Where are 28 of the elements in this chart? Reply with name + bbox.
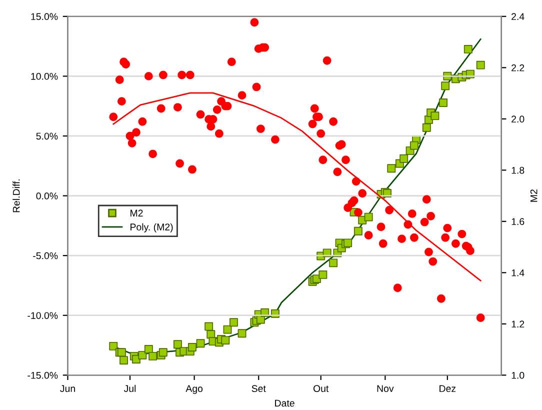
y2-tick-label: 1.0 [512,372,524,379]
y2-tick-label: 1.6 [512,218,524,226]
y-axis-title: Rel.Diff. [12,179,20,212]
y2-tick-label: 1.2 [512,320,524,328]
x-tick-label: Dez [440,385,456,392]
y-tick-label: 0.0% [36,192,58,200]
y2-tick-label: 1.8 [512,166,524,174]
y2-tick-label: 2.2 [512,64,524,72]
x-tick-label: Jul [124,384,136,392]
legend-label: Poly. (M2) [130,223,173,232]
y-tick-label: -5.0% [33,252,58,260]
y-tick-label: -10.0% [28,312,58,319]
x-axis-title: Date [275,400,294,407]
x-tick-label: Jun [60,385,75,392]
x-tick-label: Nov [377,385,394,392]
y2-axis-title: M2 [530,190,538,202]
x-tick-label: Set [252,385,266,392]
legend-label: M2 [130,210,143,216]
y-tick-label: -15.0% [28,372,58,379]
line-series [112,92,482,282]
y2-tick-label: 2.0 [512,116,524,123]
y2-tick-label: 2.4 [512,13,524,20]
x-tick-label: Out [313,385,329,392]
y-tick-label: 5.0% [36,132,58,140]
x-tick-label: Ago [186,385,203,394]
y-tick-label: 15.0% [31,13,58,20]
y-tick-label: 10.0% [31,72,58,80]
y2-tick-label: 1.4 [512,269,524,276]
